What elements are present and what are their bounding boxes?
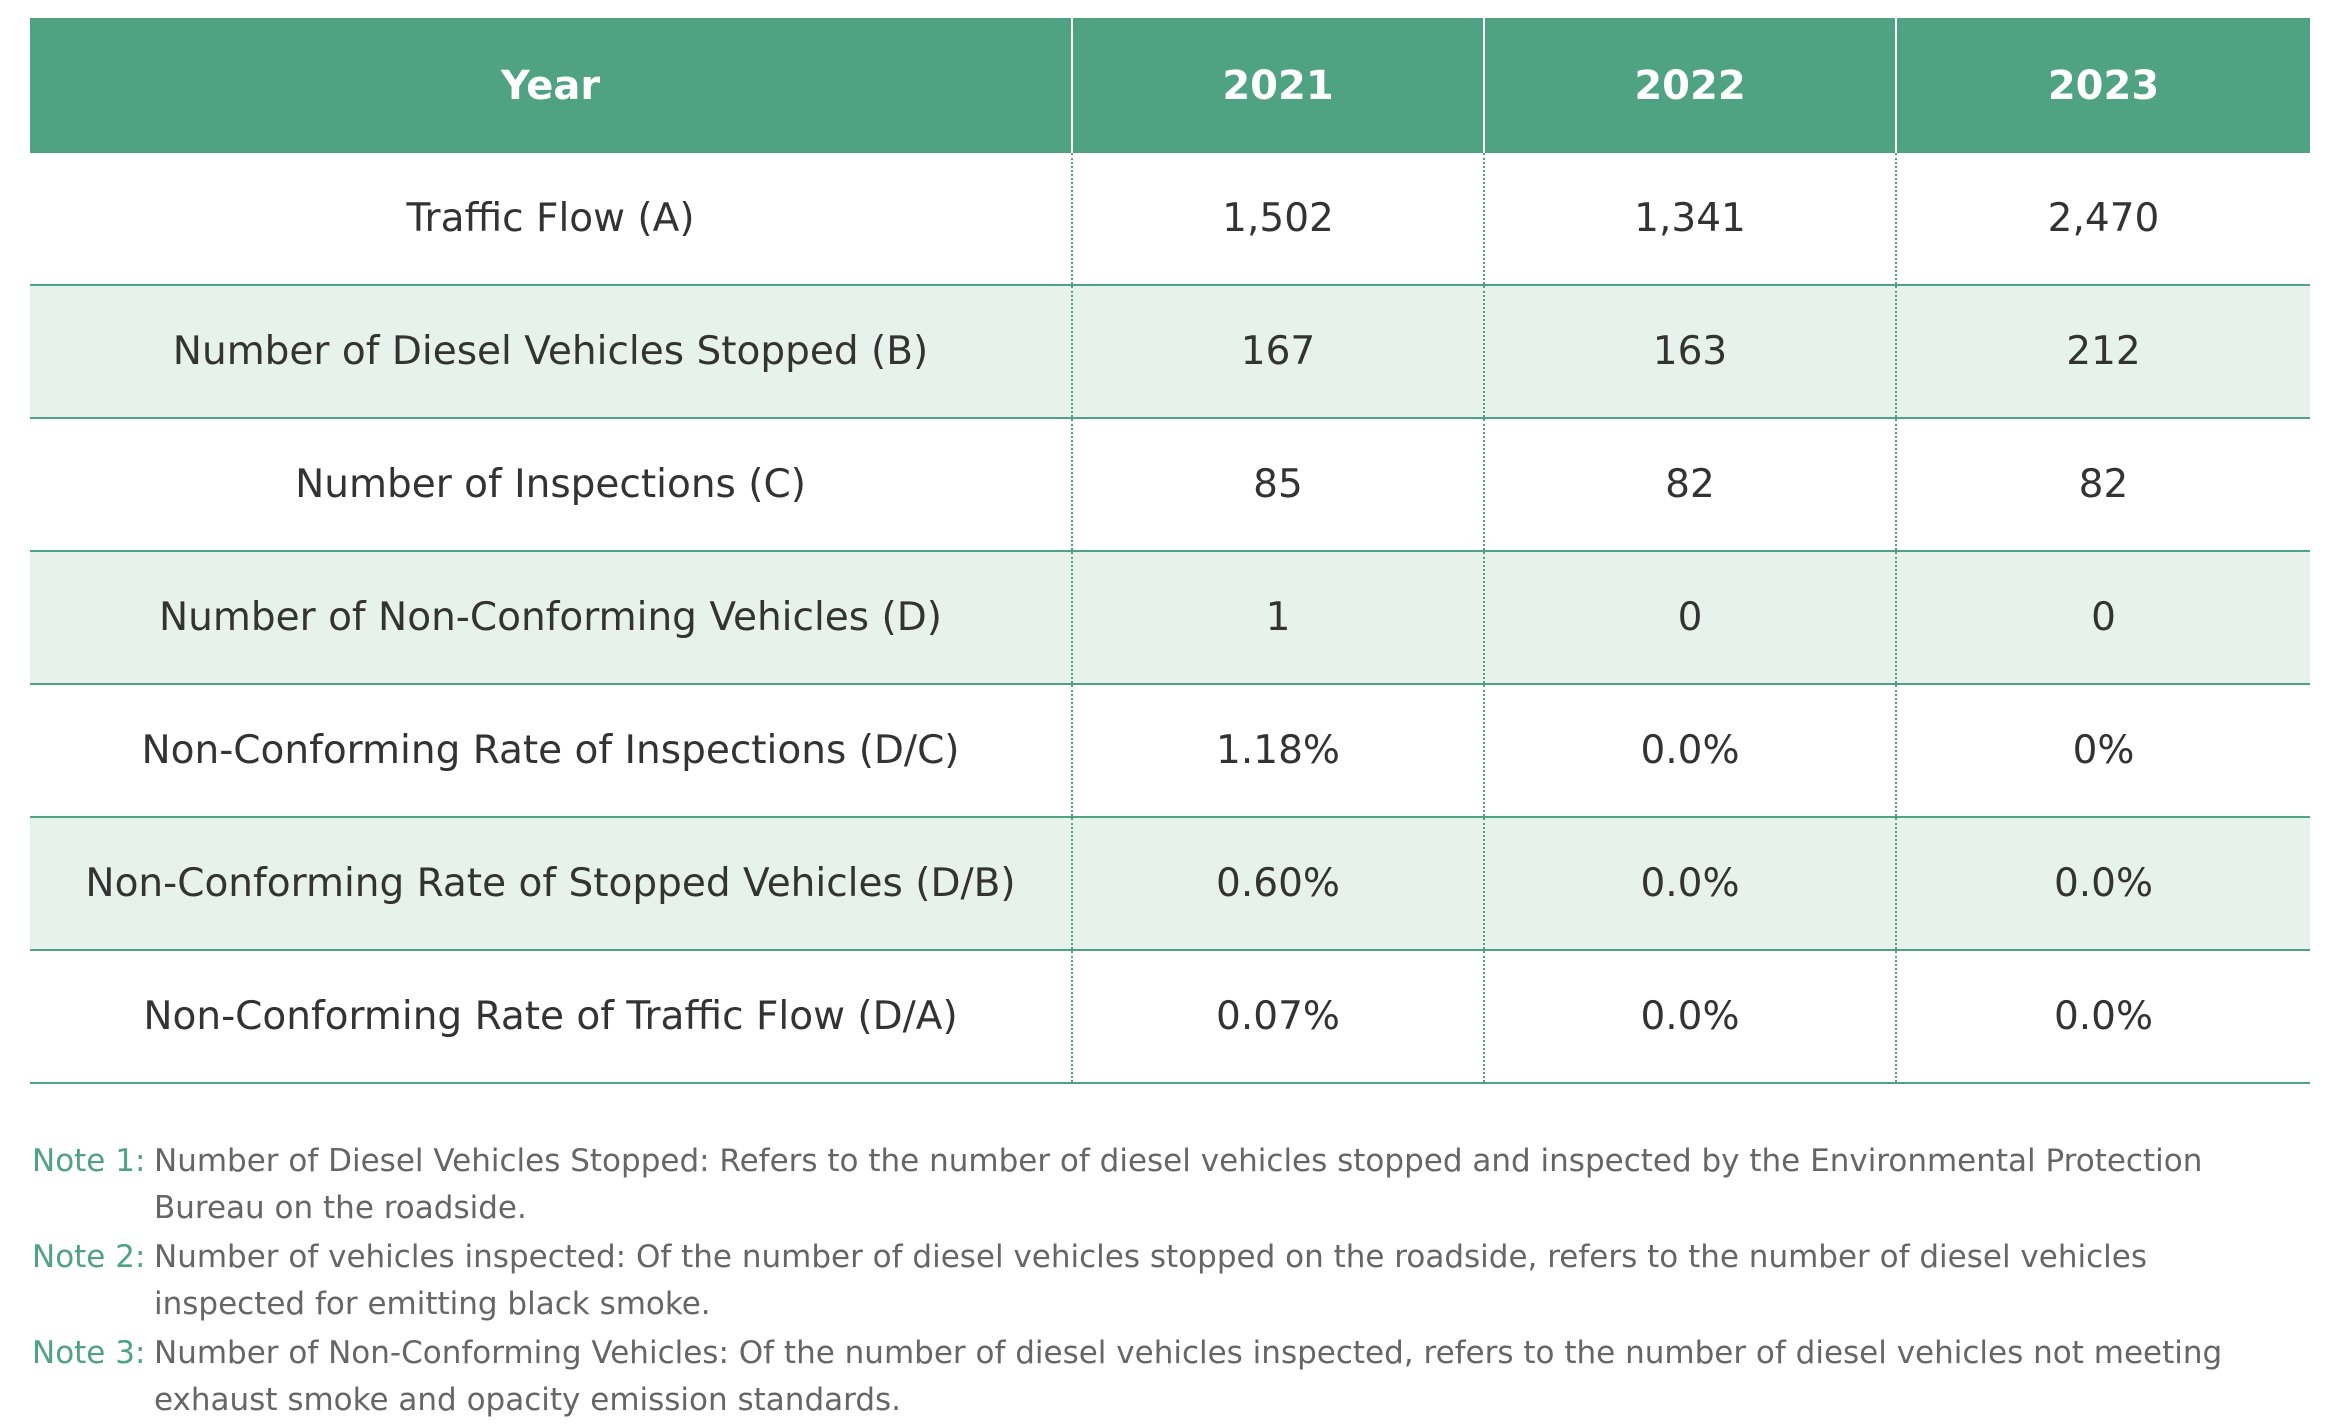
cell-2023: 0% <box>1895 684 2310 818</box>
note-3: Note 3: Number of Non-Conforming Vehicle… <box>32 1330 2302 1424</box>
note-text: Number of Non-Conforming Vehicles: Of th… <box>154 1335 2223 1418</box>
row-label: Number of Non-Conforming Vehicles (D) <box>30 551 1072 685</box>
table-row: Traffic Flow (A) 1,502 1,341 2,470 <box>30 153 2310 286</box>
table-row: Non-Conforming Rate of Traffic Flow (D/A… <box>30 950 2310 1084</box>
table-notes: Note 1: Number of Diesel Vehicles Stoppe… <box>32 1138 2302 1426</box>
table-row: Number of Non-Conforming Vehicles (D) 1 … <box>30 551 2310 685</box>
note-text: Number of Diesel Vehicles Stopped: Refer… <box>154 1143 2203 1226</box>
cell-2022: 0.0% <box>1483 950 1896 1084</box>
cell-2021: 1,502 <box>1071 153 1484 286</box>
header-row: Year 2021 2022 2023 <box>30 18 2310 153</box>
header-2023: 2023 <box>1895 18 2310 153</box>
row-label: Non-Conforming Rate of Traffic Flow (D/A… <box>30 950 1072 1084</box>
cell-2023: 212 <box>1895 285 2310 419</box>
cell-2023: 0 <box>1895 551 2310 685</box>
table-row: Non-Conforming Rate of Stopped Vehicles … <box>30 817 2310 951</box>
cell-2023: 0.0% <box>1895 817 2310 951</box>
note-label: Note 3: <box>32 1335 146 1371</box>
table-row: Number of Inspections (C) 85 82 82 <box>30 418 2310 552</box>
cell-2022: 1,341 <box>1483 153 1896 286</box>
table-header: Year 2021 2022 2023 <box>30 18 2310 153</box>
row-label: Number of Inspections (C) <box>30 418 1072 552</box>
cell-2021: 0.07% <box>1071 950 1484 1084</box>
row-label: Number of Diesel Vehicles Stopped (B) <box>30 285 1072 419</box>
note-text: Number of vehicles inspected: Of the num… <box>154 1239 2147 1322</box>
note-label: Note 1: <box>32 1143 146 1179</box>
note-label: Note 2: <box>32 1239 146 1275</box>
row-label: Non-Conforming Rate of Stopped Vehicles … <box>30 817 1072 951</box>
cell-2021: 167 <box>1071 285 1484 419</box>
row-label: Traffic Flow (A) <box>30 153 1072 286</box>
header-2022: 2022 <box>1483 18 1896 153</box>
header-2021: 2021 <box>1071 18 1484 153</box>
cell-2022: 82 <box>1483 418 1896 552</box>
cell-2022: 163 <box>1483 285 1896 419</box>
cell-2023: 82 <box>1895 418 2310 552</box>
table-row: Number of Diesel Vehicles Stopped (B) 16… <box>30 285 2310 419</box>
table-row: Non-Conforming Rate of Inspections (D/C)… <box>30 684 2310 818</box>
cell-2022: 0 <box>1483 551 1896 685</box>
cell-2021: 1.18% <box>1071 684 1484 818</box>
cell-2022: 0.0% <box>1483 817 1896 951</box>
cell-2023: 2,470 <box>1895 153 2310 286</box>
header-year: Year <box>30 18 1072 153</box>
row-label: Non-Conforming Rate of Inspections (D/C) <box>30 684 1072 818</box>
cell-2022: 0.0% <box>1483 684 1896 818</box>
data-table-container: Year 2021 2022 2023 Traffic Flow (A) 1,5… <box>30 18 2310 1084</box>
diesel-vehicle-inspection-table: Year 2021 2022 2023 Traffic Flow (A) 1,5… <box>30 18 2310 1084</box>
cell-2023: 0.0% <box>1895 950 2310 1084</box>
cell-2021: 0.60% <box>1071 817 1484 951</box>
note-2: Note 2: Number of vehicles inspected: Of… <box>32 1234 2302 1328</box>
cell-2021: 85 <box>1071 418 1484 552</box>
note-1: Note 1: Number of Diesel Vehicles Stoppe… <box>32 1138 2302 1232</box>
table-body: Traffic Flow (A) 1,502 1,341 2,470 Numbe… <box>30 153 2310 1084</box>
cell-2021: 1 <box>1071 551 1484 685</box>
